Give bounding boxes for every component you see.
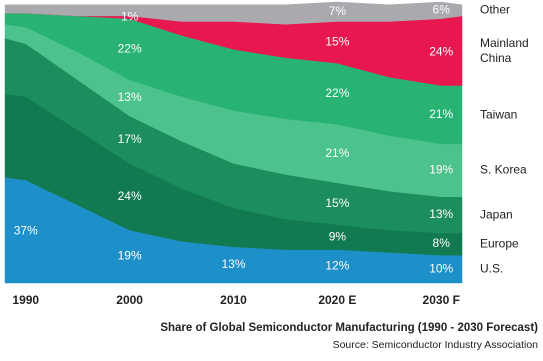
x-tick-label: 1990 — [12, 293, 39, 307]
legend-entry: U.S. — [480, 261, 504, 276]
legend-entry: Japan — [480, 207, 513, 222]
legend-entry: Europe — [480, 236, 519, 251]
data-label: 17% — [118, 132, 142, 146]
data-label: 13% — [429, 207, 453, 221]
chart-source: Source: Semiconductor Industry Associati… — [333, 339, 539, 351]
data-label: 8% — [433, 236, 451, 250]
x-tick-label: 2020 E — [318, 293, 356, 307]
data-label: 21% — [325, 146, 349, 160]
data-label: 19% — [429, 162, 453, 176]
data-label: 21% — [429, 107, 453, 121]
legend-entry: Taiwan — [480, 107, 518, 122]
data-label: 37% — [14, 224, 38, 238]
data-label: 6% — [433, 3, 451, 17]
data-label: 19% — [118, 249, 142, 263]
data-label: 13% — [118, 90, 142, 104]
data-label: 15% — [325, 196, 349, 210]
data-label: 9% — [329, 229, 347, 243]
data-label: 7% — [329, 4, 347, 18]
data-label: 24% — [118, 189, 142, 203]
data-label: 13% — [221, 257, 245, 271]
x-tick-label: 2000 — [116, 293, 143, 307]
data-label: 15% — [325, 35, 349, 49]
data-label: 12% — [325, 258, 349, 272]
x-tick-label: 2030 F — [423, 293, 460, 307]
data-label: 22% — [118, 41, 142, 55]
area — [4, 1, 463, 25]
x-tick-label: 2010 — [220, 293, 247, 307]
chart-title: Share of Global Semiconductor Manufactur… — [160, 322, 538, 334]
data-label: 22% — [325, 86, 349, 100]
data-label: 10% — [429, 261, 453, 275]
legend-entry: S. Korea — [480, 162, 527, 177]
data-label: 24% — [429, 44, 453, 58]
data-label: 1% — [121, 9, 139, 23]
legend-entry: Other — [480, 2, 511, 17]
legend-entry: Mainland China — [480, 35, 529, 65]
